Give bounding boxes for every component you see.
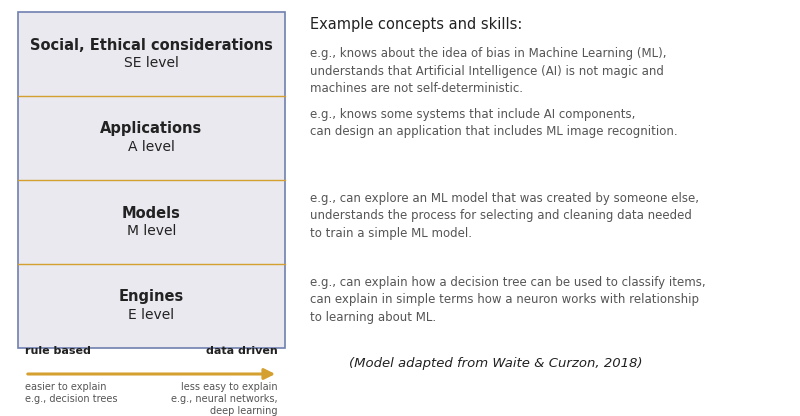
Text: (Model adapted from Waite & Curzon, 2018): (Model adapted from Waite & Curzon, 2018… [350, 357, 642, 369]
Text: E level: E level [129, 308, 174, 322]
Text: e.g., can explain how a decision tree can be used to classify items,
can explain: e.g., can explain how a decision tree ca… [310, 276, 706, 324]
Text: e.g., neural networks,: e.g., neural networks, [171, 394, 278, 404]
Text: e.g., knows about the idea of bias in Machine Learning (ML),
understands that Ar: e.g., knows about the idea of bias in Ma… [310, 47, 666, 95]
Text: e.g., knows some systems that include AI components,
can design an application t: e.g., knows some systems that include AI… [310, 108, 678, 139]
Text: Engines: Engines [119, 290, 184, 305]
Text: Applications: Applications [100, 121, 202, 136]
Text: e.g., can explore an ML model that was created by someone else,
understands the : e.g., can explore an ML model that was c… [310, 192, 699, 240]
Text: SE level: SE level [124, 56, 179, 70]
Text: M level: M level [127, 224, 176, 238]
Text: data driven: data driven [206, 346, 278, 356]
Text: Example concepts and skills:: Example concepts and skills: [310, 17, 522, 32]
Text: rule based: rule based [25, 346, 91, 356]
Text: A level: A level [128, 140, 175, 154]
Text: less easy to explain: less easy to explain [182, 382, 278, 392]
Text: Social, Ethical considerations: Social, Ethical considerations [30, 37, 273, 52]
Text: e.g., decision trees: e.g., decision trees [25, 394, 118, 404]
Bar [18, 12, 285, 348]
Text: easier to explain: easier to explain [25, 382, 106, 392]
Text: Models: Models [122, 206, 181, 220]
Text: deep learning: deep learning [210, 406, 278, 416]
